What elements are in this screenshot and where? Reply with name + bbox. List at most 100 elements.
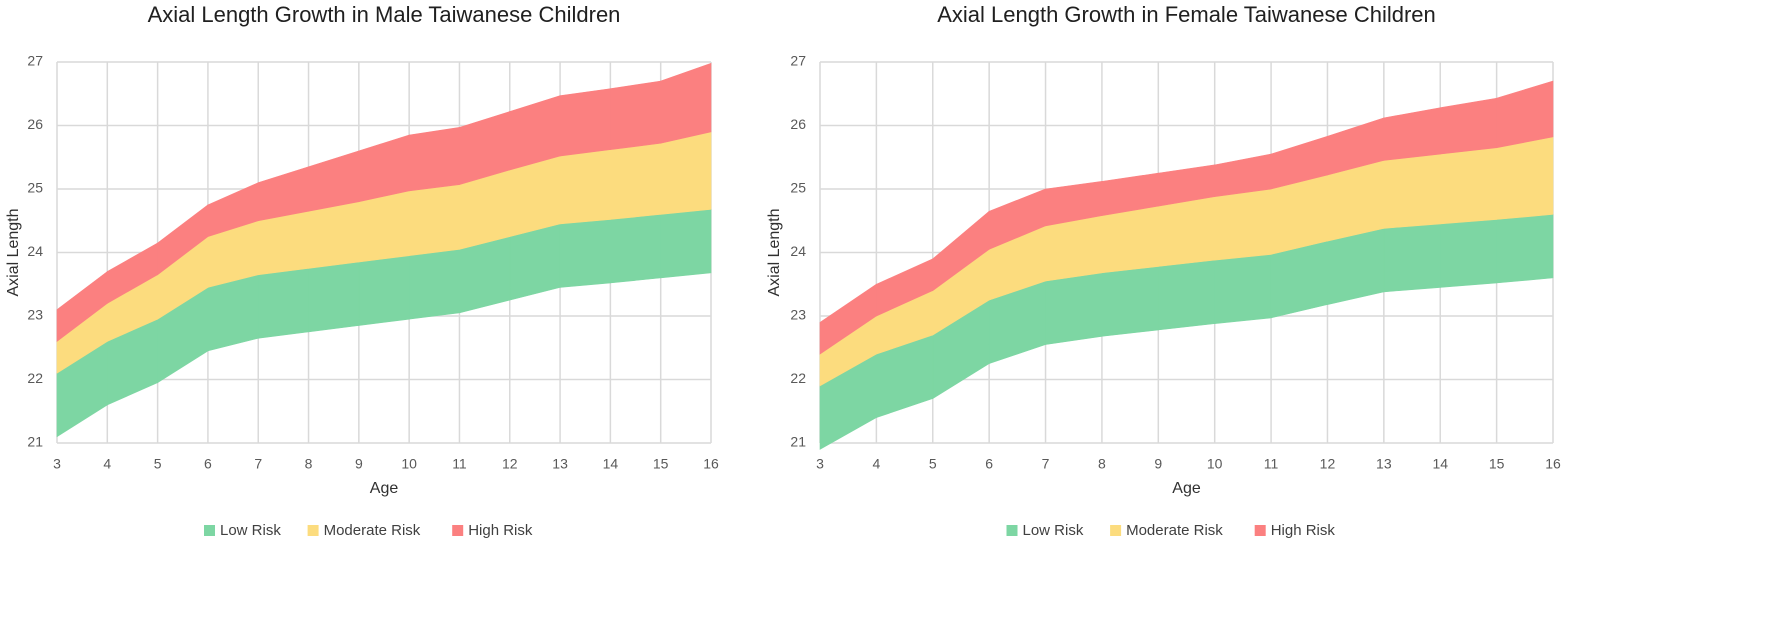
band-segment (358, 190, 410, 263)
y-tick-label: 21 (27, 434, 43, 450)
x-tick-label: 12 (1320, 456, 1336, 472)
band-segment (1439, 147, 1497, 225)
legend-swatch (452, 525, 464, 536)
band-segment (559, 219, 611, 288)
band-segment (1496, 136, 1554, 220)
chart-title: Axial Length Growth in Female Taiwanese … (937, 2, 1436, 27)
chart: Axial Length Growth in Female Taiwanese … (766, 2, 1561, 539)
x-tick-label: 10 (1207, 456, 1223, 472)
y-tick-label: 27 (790, 53, 806, 69)
band-segment (1496, 80, 1554, 149)
band-segment (660, 62, 712, 144)
band-segment (660, 208, 712, 279)
band-segment (1383, 107, 1441, 161)
band-segment (1439, 219, 1497, 288)
legend-swatch (1110, 525, 1122, 536)
band-segment (408, 184, 460, 257)
x-tick-label: 16 (1545, 456, 1561, 472)
band-segment (509, 223, 561, 301)
y-axis-label: Axial Length (5, 208, 22, 296)
legend-label: Low Risk (1023, 522, 1084, 539)
band-segment (610, 214, 661, 284)
y-tick-label: 23 (790, 307, 806, 323)
legend-swatch (307, 525, 319, 536)
band-segment (1101, 205, 1159, 274)
band-segment (1214, 254, 1272, 324)
x-tick-label: 10 (401, 456, 417, 472)
y-tick-label: 21 (790, 434, 806, 450)
band-segment (408, 127, 460, 192)
band-segment (559, 88, 611, 157)
band-segment (207, 274, 259, 352)
band-segment (1101, 266, 1159, 337)
band-segment (257, 268, 309, 339)
x-tick-label: 7 (254, 456, 262, 472)
y-tick-label: 22 (27, 370, 43, 386)
band-segment (1214, 188, 1272, 261)
x-tick-label: 4 (103, 456, 111, 472)
x-tick-label: 13 (1376, 456, 1392, 472)
band-segment (1214, 153, 1272, 197)
band-segment (610, 80, 661, 150)
legend-label: High Risk (468, 522, 533, 539)
legend-label: Moderate Risk (324, 522, 421, 539)
band-segment (1045, 215, 1103, 282)
band-segment (308, 261, 360, 333)
band-segment (358, 255, 410, 326)
x-tick-label: 9 (355, 456, 363, 472)
band-segment (610, 142, 661, 220)
band-segment (1158, 259, 1215, 331)
x-tick-label: 9 (1154, 456, 1162, 472)
x-tick-label: 3 (53, 456, 61, 472)
x-tick-label: 16 (703, 456, 719, 472)
legend-label: High Risk (1271, 522, 1336, 539)
x-tick-label: 13 (552, 456, 568, 472)
chart-title: Axial Length Growth in Male Taiwanese Ch… (148, 2, 621, 27)
x-tick-label: 15 (1489, 456, 1505, 472)
x-axis-label: Age (1172, 480, 1201, 497)
x-tick-label: 8 (305, 456, 313, 472)
y-tick-label: 26 (790, 116, 806, 132)
band-segment (1496, 214, 1554, 284)
y-tick-label: 26 (27, 116, 43, 132)
band-segment (308, 201, 360, 269)
y-axis-label: Axial Length (766, 208, 783, 296)
band-segment (1383, 153, 1441, 229)
band-segment (308, 150, 360, 212)
y-tick-label: 24 (790, 243, 806, 259)
band-segment (1383, 223, 1441, 293)
y-tick-label: 22 (790, 370, 806, 386)
legend-label: Low Risk (220, 522, 281, 539)
x-tick-label: 4 (872, 456, 880, 472)
band-segment (257, 166, 309, 222)
band-segment (1045, 272, 1103, 345)
y-tick-label: 25 (790, 180, 806, 196)
band-segment (459, 236, 511, 314)
x-tick-label: 15 (653, 456, 669, 472)
band-segment (358, 134, 410, 203)
band-segment (408, 248, 460, 320)
x-axis-label: Age (370, 480, 399, 497)
band-segment (1158, 196, 1215, 267)
x-tick-label: 8 (1098, 456, 1106, 472)
band-segment (1439, 97, 1497, 155)
y-tick-label: 27 (27, 53, 43, 69)
x-tick-label: 7 (1042, 456, 1050, 472)
x-tick-label: 5 (154, 456, 162, 472)
x-tick-label: 11 (1264, 456, 1279, 472)
band-segment (257, 210, 309, 276)
x-tick-label: 3 (816, 456, 824, 472)
x-tick-label: 5 (929, 456, 937, 472)
band-segment (660, 131, 712, 215)
band-segment (559, 149, 611, 225)
x-tick-label: 14 (603, 456, 619, 472)
y-tick-label: 23 (27, 307, 43, 323)
chart: Axial Length Growth in Male Taiwanese Ch… (5, 2, 719, 539)
legend-swatch (204, 525, 215, 536)
legend-swatch (1006, 525, 1018, 536)
y-tick-label: 24 (27, 243, 43, 259)
y-tick-label: 25 (27, 180, 43, 196)
x-tick-label: 12 (502, 456, 518, 472)
x-tick-label: 14 (1432, 456, 1448, 472)
